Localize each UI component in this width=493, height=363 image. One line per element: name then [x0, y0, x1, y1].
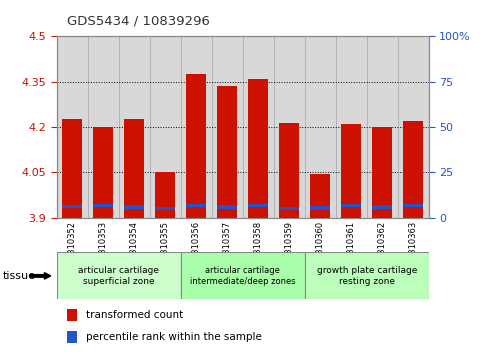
Bar — [186, 204, 207, 207]
Bar — [336, 36, 367, 218]
Bar — [150, 36, 181, 218]
Bar — [57, 252, 181, 299]
Text: articular cartilage
intermediate/deep zones: articular cartilage intermediate/deep zo… — [190, 266, 296, 286]
Bar — [274, 36, 305, 218]
Text: percentile rank within the sample: percentile rank within the sample — [86, 332, 262, 342]
Bar — [186, 74, 207, 218]
Bar — [403, 121, 423, 218]
Bar — [124, 119, 144, 218]
Bar — [119, 36, 150, 218]
Bar — [372, 127, 392, 218]
Bar — [88, 36, 119, 218]
Bar — [93, 204, 113, 207]
Bar — [62, 119, 82, 218]
Text: tissue: tissue — [2, 271, 35, 281]
Text: GDS5434 / 10839296: GDS5434 / 10839296 — [67, 15, 210, 28]
Bar — [57, 36, 88, 218]
Bar — [398, 36, 429, 218]
Bar — [310, 174, 330, 218]
Bar — [62, 205, 82, 208]
Bar — [305, 36, 336, 218]
Bar — [217, 205, 237, 209]
Bar — [155, 171, 176, 218]
Text: transformed count: transformed count — [86, 310, 183, 321]
Bar — [279, 122, 299, 218]
Bar — [367, 36, 398, 218]
Bar — [248, 204, 268, 207]
Bar — [310, 206, 330, 209]
Bar — [217, 86, 237, 218]
Bar — [341, 124, 361, 218]
Bar — [243, 36, 274, 218]
Text: articular cartilage
superficial zone: articular cartilage superficial zone — [78, 266, 159, 286]
Bar — [181, 252, 305, 299]
Bar — [67, 331, 77, 343]
Bar — [248, 79, 268, 218]
Bar — [67, 309, 77, 322]
Bar — [372, 205, 392, 209]
Bar — [155, 207, 176, 210]
Bar — [403, 204, 423, 207]
Bar — [124, 205, 144, 209]
Bar — [93, 127, 113, 218]
Bar — [305, 252, 429, 299]
Text: growth plate cartilage
resting zone: growth plate cartilage resting zone — [317, 266, 417, 286]
Bar — [341, 204, 361, 207]
Bar — [181, 36, 212, 218]
Bar — [279, 207, 299, 210]
Bar — [212, 36, 243, 218]
